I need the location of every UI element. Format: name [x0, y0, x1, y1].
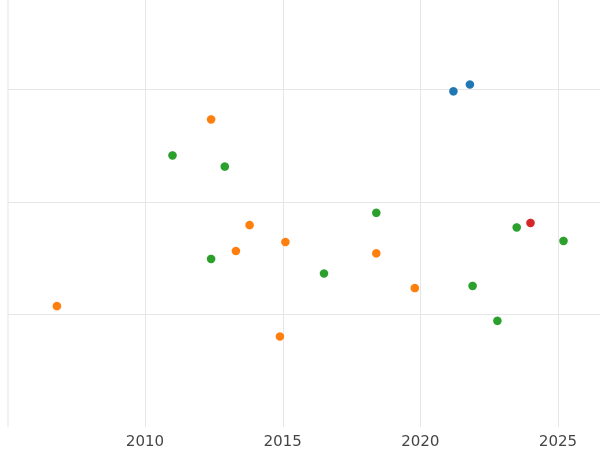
- scatter-point: [206, 254, 216, 264]
- scatter-point: [206, 115, 216, 124]
- scatter-point: [245, 220, 254, 230]
- scatter-point: [468, 281, 477, 291]
- gridlines: [7, 0, 600, 427]
- scatter-point: [52, 301, 62, 311]
- scatter-point: [410, 283, 420, 293]
- data-points: [52, 80, 568, 341]
- x-tick-label: 2015: [264, 432, 302, 450]
- scatter-point: [526, 218, 535, 228]
- x-axis-ticks: 2010 2015 2020 2025: [126, 432, 577, 450]
- x-tick-label: 2025: [539, 432, 577, 450]
- scatter-point: [512, 223, 521, 232]
- scatter-point: [220, 162, 230, 171]
- x-tick-label: 2010: [126, 432, 164, 450]
- x-tick-label: 2020: [401, 432, 439, 450]
- scatter-point: [275, 332, 285, 341]
- scatter-point: [465, 80, 475, 89]
- scatter-point: [319, 269, 329, 278]
- scatter-point: [372, 208, 381, 218]
- scatter-point: [449, 87, 458, 96]
- scatter-point: [493, 316, 502, 326]
- scatter-point: [372, 249, 381, 258]
- scatter-point: [168, 151, 177, 160]
- scatter-point: [559, 236, 568, 246]
- scatter-point: [281, 237, 290, 247]
- scatter-point: [231, 246, 241, 256]
